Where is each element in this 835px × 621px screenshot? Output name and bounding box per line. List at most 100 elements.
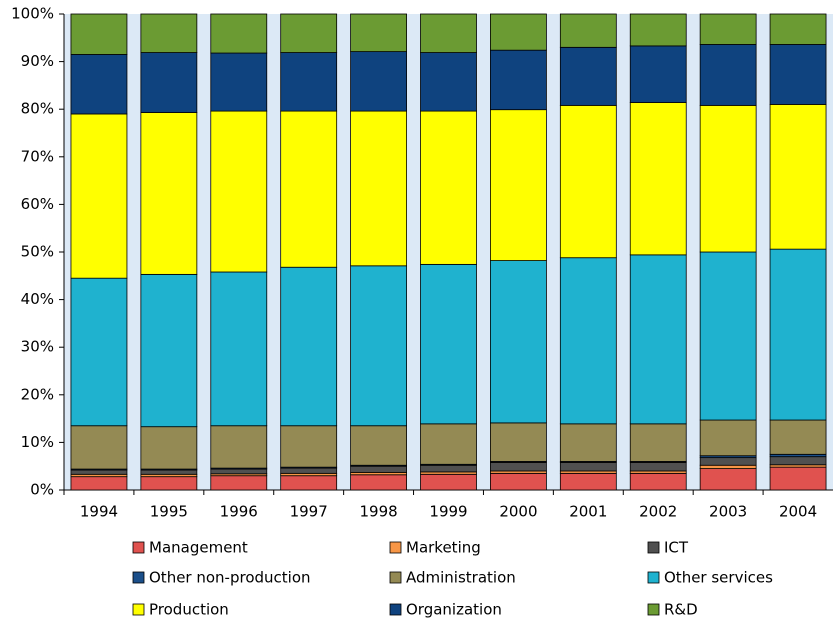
bar-segment — [280, 475, 338, 491]
bar-segment — [629, 102, 687, 256]
bar-segment — [210, 271, 268, 427]
bar-segment — [350, 465, 407, 473]
x-tick-label: 1994 — [80, 503, 118, 521]
bar-segment — [70, 277, 128, 427]
legend-swatch — [389, 541, 402, 554]
legend-label: Administration — [406, 569, 516, 587]
bar-segment — [699, 13, 757, 45]
x-tick-label: 1997 — [290, 503, 328, 521]
bar-segment — [629, 423, 687, 462]
x-tick-label: 2002 — [639, 503, 677, 521]
x-tick-label: 2004 — [779, 503, 817, 521]
bar-segment — [629, 45, 687, 103]
bar-segment — [629, 472, 687, 491]
x-tick-label: 2001 — [569, 503, 607, 521]
bar-segment — [699, 419, 757, 457]
bar-segment — [559, 257, 617, 425]
bar-segment — [699, 457, 757, 466]
bar-segment — [70, 113, 128, 279]
bar-segment — [280, 266, 338, 427]
y-tick-label: 100% — [11, 5, 54, 23]
bar-segment — [210, 52, 268, 112]
bar-segment — [350, 110, 407, 267]
bar-segment — [280, 110, 338, 268]
bar-segment — [420, 473, 477, 491]
bar-segment — [350, 51, 407, 112]
bar-segment — [280, 425, 338, 468]
bar-segment — [490, 13, 547, 51]
x-tick-label: 2000 — [499, 503, 537, 521]
bar-segment — [699, 104, 757, 253]
bar-segment — [559, 104, 617, 259]
bar-segment — [210, 468, 268, 475]
legend-label: Marketing — [406, 539, 481, 557]
bar-segment — [559, 461, 617, 472]
y-tick-label: 20% — [21, 385, 54, 403]
bar-segment — [280, 467, 338, 474]
legend-swatch — [389, 603, 402, 616]
x-tick-label: 1999 — [429, 503, 467, 521]
bar-segment — [629, 13, 687, 47]
legend-swatch — [647, 603, 660, 616]
bar-segment — [350, 474, 407, 491]
y-tick-label: 80% — [21, 100, 54, 118]
bar-segment — [769, 456, 827, 466]
bar-segment — [280, 52, 338, 112]
bar-segment — [769, 248, 827, 421]
y-tick-label: 60% — [21, 195, 54, 213]
legend-label: Other services — [664, 569, 773, 587]
bar-segment — [490, 472, 547, 491]
legend-swatch — [132, 603, 145, 616]
bar-segment — [629, 254, 687, 425]
legend-swatch — [132, 541, 145, 554]
y-tick-label: 30% — [21, 338, 54, 356]
bar-segment — [420, 13, 477, 53]
bar-segment — [70, 425, 128, 470]
bar-segment — [140, 52, 198, 113]
bar-segment — [490, 109, 547, 261]
bar-segment — [769, 44, 827, 105]
bar-segment — [559, 13, 617, 48]
bar-segment — [70, 469, 128, 475]
bar-segment — [210, 475, 268, 491]
bar-segment — [769, 13, 827, 45]
legend-swatch — [647, 571, 660, 584]
x-tick-label: 2003 — [709, 503, 747, 521]
bar-segment — [699, 251, 757, 421]
bar-segment — [70, 13, 128, 55]
bar-segment — [140, 476, 198, 491]
y-tick-label: 0% — [30, 481, 54, 499]
bar-segment — [490, 260, 547, 424]
bar-segment — [769, 104, 827, 250]
bar-segment — [70, 476, 128, 491]
x-tick-label: 1998 — [359, 503, 397, 521]
bar-segment — [699, 44, 757, 106]
bar-segment — [490, 422, 547, 462]
bar-segment — [769, 419, 827, 455]
x-tick-label: 1996 — [220, 503, 258, 521]
bar-segment — [210, 110, 268, 273]
bar-segment — [559, 472, 617, 491]
legend-label: Other non-production — [149, 569, 311, 587]
legend-label: R&D — [664, 601, 698, 619]
y-tick-label: 40% — [21, 290, 54, 308]
bar-segment — [350, 425, 407, 466]
legend-label: Management — [149, 539, 248, 557]
bar-segment — [70, 54, 128, 115]
y-tick-label: 10% — [21, 433, 54, 451]
legend-label: Organization — [406, 601, 502, 619]
legend-label: ICT — [664, 539, 689, 557]
bar-segment — [420, 52, 477, 112]
y-tick-label: 70% — [21, 147, 54, 165]
bar-segment — [490, 49, 547, 111]
bar-segment — [140, 426, 198, 470]
bar-segment — [559, 46, 617, 106]
bar-segment — [210, 13, 268, 54]
bar-segment — [140, 13, 198, 53]
legend-swatch — [389, 571, 402, 584]
bar-segment — [629, 461, 687, 472]
bar-segment — [140, 112, 198, 275]
legend-label: Production — [149, 601, 229, 619]
bar-segment — [420, 464, 477, 473]
